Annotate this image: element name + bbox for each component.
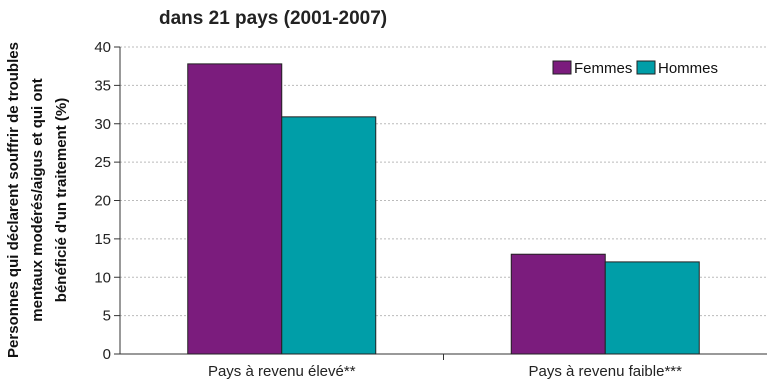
legend-swatch-femmes — [552, 60, 572, 75]
x-category-label: Pays à revenu élevé** — [208, 363, 356, 380]
bar-hommes — [604, 261, 700, 355]
y-tick-label: 10 — [94, 269, 111, 286]
legend-swatch-hommes — [636, 60, 656, 75]
y-tick-label: 20 — [94, 193, 111, 210]
y-tick-label: 15 — [94, 231, 111, 248]
y-axis-label-line: Personnes qui déclarent souffrir de trou… — [5, 42, 22, 358]
y-tick-label: 35 — [94, 77, 111, 94]
chart-title: dans 21 pays (2001-2007) — [159, 9, 719, 31]
y-axis-label-line: mentaux modérés/aigus et qui ont — [29, 78, 46, 321]
bar-femmes — [510, 253, 606, 355]
x-category-label: Pays à revenu faible*** — [529, 363, 683, 380]
y-tick-label: 30 — [94, 116, 111, 133]
bar-hommes — [281, 116, 377, 355]
legend-label: Hommes — [658, 60, 718, 77]
chart-title-line: dans 21 pays (2001-2007) — [159, 9, 388, 29]
y-tick-label: 0 — [103, 346, 111, 363]
bar-femmes — [187, 63, 283, 355]
y-tick-label: 5 — [103, 308, 111, 325]
y-tick-label: 40 — [94, 39, 111, 56]
legend-label: Femmes — [574, 60, 632, 77]
y-axis-label-line: bénéficié d'un traitement (%) — [53, 98, 70, 302]
y-tick-label: 25 — [94, 154, 111, 171]
